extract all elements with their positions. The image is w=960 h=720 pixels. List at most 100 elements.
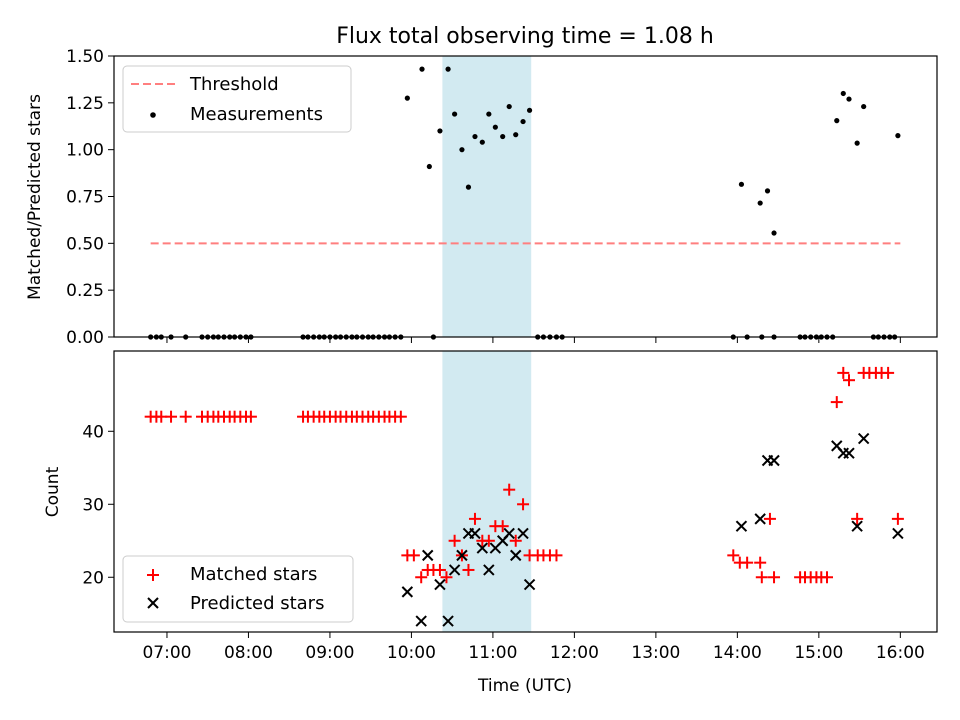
measurements-point [500, 133, 506, 140]
legend-threshold-label: Threshold [189, 74, 279, 95]
ratio-axes-frame [113, 55, 938, 338]
matched-stars-point [407, 549, 420, 562]
y-tick-label: 0.00 [66, 328, 104, 348]
measurements-point [895, 133, 901, 139]
measurements-point [479, 139, 485, 145]
x-tick-label: 14:00 [713, 643, 762, 663]
y-tick-label: 1.00 [66, 141, 104, 161]
y-tick-label: 30 [82, 495, 104, 515]
matched-stars-point [837, 366, 850, 379]
y-tick-label: 40 [82, 422, 104, 442]
matched-stars-point [842, 374, 855, 387]
count-legend-box [122, 555, 354, 623]
matched-stars-point [851, 512, 864, 525]
predicted-stars-point [401, 586, 414, 598]
legend-measurements-label: Measurements [190, 104, 323, 125]
legend-predicted-label: Predicted stars [190, 593, 324, 614]
matched-stars-point [394, 410, 407, 423]
count-panel: 20 30 40 07:00 08:00 09:00 10:00 11:00 12:00 13:0… [43, 350, 938, 696]
matched-stars-point [244, 410, 257, 423]
matched-stars-point [763, 512, 776, 525]
count-legend: Matched stars Predicted stars [122, 555, 354, 623]
matched-stars-point [468, 512, 481, 525]
predicted-stars-point [469, 527, 481, 540]
matched-stars-point [496, 520, 509, 533]
predicted-stars-point [448, 564, 461, 576]
matched-stars-point [440, 571, 453, 584]
matched-stars-point [820, 571, 833, 584]
matched-stars-point [891, 512, 904, 525]
measurements-point [506, 103, 512, 110]
matched-stars-point [482, 534, 495, 547]
matched-stars-point [509, 534, 522, 547]
x-tick-label: 07:00 [142, 643, 191, 663]
count-axes-frame [113, 350, 938, 633]
matched-stars-point [727, 549, 740, 562]
legend-matched-label: Matched stars [190, 564, 317, 585]
matched-stars-point [462, 563, 475, 576]
measurements-point [472, 133, 478, 140]
predicted-stars-point [851, 520, 863, 532]
measurements-point [437, 128, 443, 134]
predicted-stars-point [476, 542, 489, 554]
measurements-point [426, 163, 432, 170]
measurements-point [452, 111, 458, 117]
measurements-point [404, 95, 410, 101]
measurements-point [834, 118, 840, 124]
predicted-stars-point [735, 520, 748, 532]
measurements-point [459, 147, 465, 153]
matched-stars-point [517, 498, 530, 511]
predicted-stars-point [523, 578, 536, 591]
predicted-stars-point [517, 527, 529, 540]
measurements-point [419, 66, 425, 72]
x-tick-label: 12:00 [550, 643, 599, 663]
count-highlight-span [442, 351, 532, 632]
y-tick-label: 1.25 [66, 94, 104, 114]
matched-stars-point [165, 410, 178, 423]
x-tick-label: 11:00 [468, 643, 517, 663]
x-tick-label: 10:00 [387, 643, 436, 663]
count-y-axis-label: Count [43, 466, 63, 517]
measurements-point [520, 118, 526, 125]
predicted-stars-point [843, 447, 855, 459]
matched-stars-point [415, 571, 428, 584]
predicted-stars-point [483, 564, 495, 576]
predicted-stars-point [503, 527, 515, 540]
ratio-highlight-span [442, 56, 532, 337]
measurements-point [861, 103, 867, 110]
matched-stars-point [741, 556, 754, 569]
matched-stars-point [830, 396, 843, 409]
ratio-legend: Threshold Measurements [122, 65, 352, 133]
y-tick-label: 0.25 [66, 281, 104, 301]
y-tick-label: 20 [82, 568, 104, 588]
matched-stars-point [503, 483, 516, 496]
measurements-point [492, 124, 498, 130]
matched-stars-point [768, 571, 781, 584]
matched-stars-point [448, 534, 461, 547]
measurements-point [840, 90, 846, 97]
matched-stars-point [882, 366, 895, 379]
ratio-legend-box [122, 65, 352, 133]
measurements-point [738, 181, 745, 187]
matched-stars-point [755, 571, 768, 584]
predicted-stars-point [434, 578, 446, 591]
measurements-point [513, 132, 519, 138]
x-axis-label: Time (UTC) [477, 676, 572, 696]
y-tick-label: 1.50 [66, 47, 104, 67]
predicted-stars-point [510, 549, 522, 562]
predicted-stars-point [857, 432, 870, 445]
measurements-point [771, 230, 777, 236]
predicted-stars-point [422, 549, 434, 562]
predicted-stars-point [456, 549, 468, 562]
legend-matched-swatch [147, 569, 159, 581]
measurements-point [764, 188, 771, 194]
matched-stars-point [179, 410, 192, 423]
measurements-point [486, 111, 492, 117]
measurements-point [465, 184, 472, 190]
predicted-stars-point [415, 615, 427, 627]
predicted-stars-point [768, 454, 780, 467]
measurements-point [757, 200, 763, 206]
measurements-point [526, 107, 533, 113]
legend-predicted-swatch [147, 597, 159, 609]
